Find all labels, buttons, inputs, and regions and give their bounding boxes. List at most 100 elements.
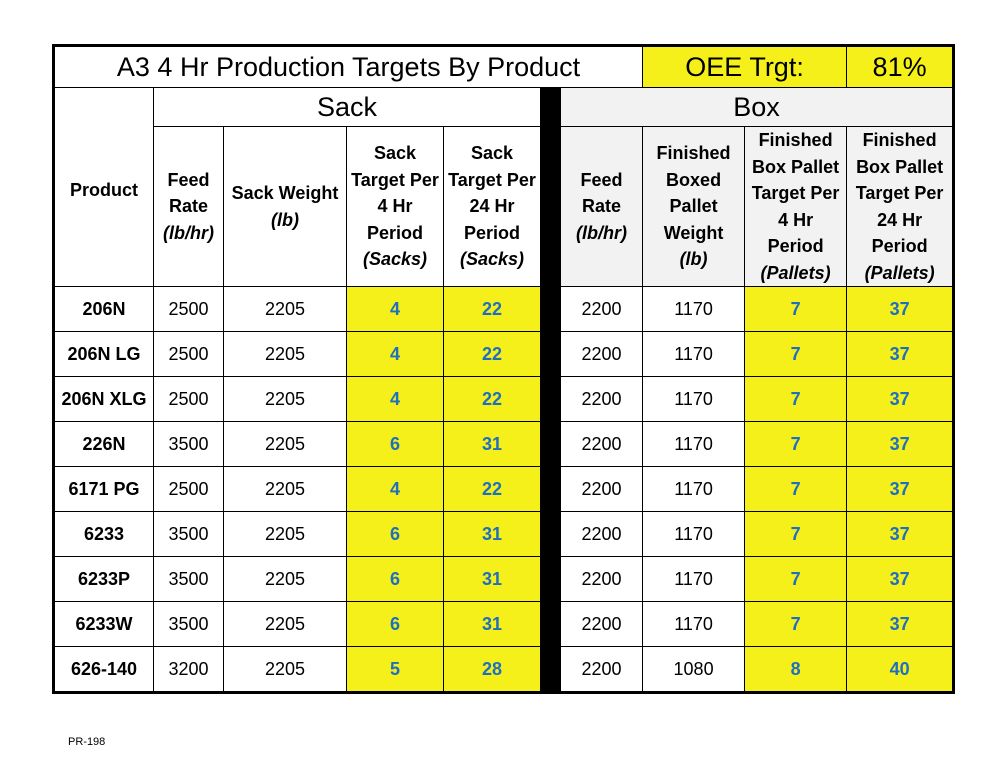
- product-cell: 6233W: [52, 601, 154, 647]
- page-title: A3 4 Hr Production Targets By Product: [51, 44, 644, 88]
- box-feed-rate-cell: 2200: [559, 556, 644, 602]
- header-line: (Pallets): [760, 262, 831, 283]
- box-target-24hr-cell: 37: [846, 376, 956, 422]
- box-section-header: Box: [559, 87, 956, 127]
- oee-label: OEE Trgt:: [642, 44, 848, 88]
- sack-feed-rate-header: Feed Rate (lb/hr): [153, 126, 224, 287]
- sack-section-header: Sack: [153, 87, 541, 127]
- column-header-row: Feed Rate (lb/hr) Sack Weight (lb) Sack Targ…: [54, 126, 956, 287]
- sack-weight-cell: 2205: [223, 511, 347, 557]
- product-cell: 206N: [52, 286, 154, 332]
- header-line: (Sacks): [459, 249, 525, 270]
- box-pallet-weight-cell: 1170: [642, 556, 746, 602]
- box-pallet-weight-header: Finished Boxed Pallet Weight (lb): [642, 126, 746, 287]
- box-target-24hr-cell: 37: [846, 286, 956, 332]
- product-cell: 226N: [52, 421, 154, 467]
- header-line: (lb): [271, 209, 299, 230]
- table-row: 626-140 3200 2205 5 28 2200 1080 8 40: [52, 646, 956, 694]
- box-pallet-weight-cell: 1080: [642, 646, 746, 694]
- header-line: Period: [463, 222, 520, 243]
- box-target-4hr-cell: 7: [744, 331, 848, 377]
- sack-target-4hr-cell: 4: [346, 286, 444, 332]
- sack-target-24hr-cell: 22: [443, 376, 541, 422]
- header-line: Boxed: [666, 169, 722, 190]
- header-line: Target Per: [751, 183, 840, 203]
- product-cell: 206N XLG: [52, 376, 154, 422]
- table-row: 206N 2500 2205 4 22 2200 1170 7 37: [52, 286, 956, 332]
- sack-weight-cell: 2205: [223, 601, 347, 647]
- sack-target-24hr-cell: 22: [443, 466, 541, 512]
- product-cell: 6171 PG: [52, 466, 154, 512]
- box-target-4hr-cell: 7: [744, 376, 848, 422]
- sack-feed-rate-cell: 2500: [153, 466, 224, 512]
- sack-target-4hr-cell: 4: [346, 376, 444, 422]
- table-row: 6233 3500 2205 6 31 2200 1170 7 37: [52, 511, 956, 557]
- box-feed-rate-cell: 2200: [559, 331, 644, 377]
- footer-code: PR-198: [68, 736, 106, 748]
- product-header-label: Product: [69, 179, 138, 200]
- header-line: (lb/hr): [576, 222, 628, 243]
- sack-weight-header: Sack Weight (lb): [223, 126, 347, 287]
- box-feed-rate-header: Feed Rate (lb/hr): [559, 126, 644, 287]
- table-row: 6233W 3500 2205 6 31 2200 1170 7 37: [52, 601, 956, 647]
- box-target-24hr-cell: 37: [846, 421, 956, 467]
- sack-target-4hr-cell: 5: [346, 646, 444, 694]
- sack-target-24hr-cell: 31: [443, 556, 541, 602]
- box-pallet-weight-cell: 1170: [642, 466, 746, 512]
- box-target-4hr-cell: 7: [744, 421, 848, 467]
- oee-value: 81%: [846, 44, 956, 88]
- box-target-4hr-cell: 7: [744, 556, 848, 602]
- section-divider: [540, 87, 561, 694]
- product-header: Product: [52, 87, 154, 287]
- production-targets-table: A3 4 Hr Production Targets By Product OE…: [51, 44, 956, 694]
- sack-weight-cell: 2205: [223, 286, 347, 332]
- box-target-4hr-cell: 7: [744, 511, 848, 557]
- header-line: Sack Weight: [231, 183, 339, 203]
- box-feed-rate-cell: 2200: [559, 511, 644, 557]
- box-target-24hr-cell: 37: [846, 511, 956, 557]
- sack-target-4hr-cell: 6: [346, 511, 444, 557]
- header-line: Period: [871, 236, 928, 256]
- header-line: Target Per: [855, 183, 944, 203]
- sack-feed-rate-cell: 3500: [153, 556, 224, 602]
- production-targets-sheet: A3 4 Hr Production Targets By Product OE…: [51, 44, 956, 697]
- header-line: Rate: [168, 196, 208, 217]
- header-line: Finished: [862, 130, 937, 150]
- box-pallet-weight-cell: 1170: [642, 511, 746, 557]
- box-target-4hr-cell: 7: [744, 286, 848, 332]
- header-line: 4 Hr: [377, 196, 413, 217]
- header-line: Period: [366, 222, 423, 243]
- box-target-24hr-cell: 40: [846, 646, 956, 694]
- sack-feed-rate-cell: 2500: [153, 331, 224, 377]
- box-feed-rate-cell: 2200: [559, 286, 644, 332]
- header-line: 4 Hr: [778, 209, 814, 230]
- sack-target-24hr-cell: 31: [443, 421, 541, 467]
- header-line: Finished: [758, 130, 833, 150]
- sack-feed-rate-cell: 2500: [153, 376, 224, 422]
- title-row: A3 4 Hr Production Targets By Product OE…: [51, 44, 956, 88]
- header-line: Period: [767, 236, 824, 256]
- box-pallet-weight-cell: 1170: [642, 601, 746, 647]
- box-target-24hr-cell: 37: [846, 331, 956, 377]
- sack-target-4hr-cell: 6: [346, 601, 444, 647]
- table-row: 226N 3500 2205 6 31 2200 1170 7 37: [52, 421, 956, 467]
- box-target-4hr-header: Finished Box Pallet Target Per 4 Hr Period (P…: [744, 126, 848, 287]
- table-row: 206N LG 2500 2205 4 22 2200 1170 7 37: [52, 331, 956, 377]
- sack-target-24hr-cell: 28: [443, 646, 541, 694]
- box-target-4hr-cell: 8: [744, 646, 848, 694]
- box-pallet-weight-cell: 1170: [642, 331, 746, 377]
- sack-target-24hr-cell: 22: [443, 331, 541, 377]
- sack-feed-rate-cell: 3500: [153, 511, 224, 557]
- header-line: Weight: [663, 222, 724, 243]
- product-cell: 206N LG: [52, 331, 154, 377]
- header-line: Target Per: [351, 169, 439, 190]
- sack-weight-cell: 2205: [223, 376, 347, 422]
- sack-target-4hr-header: Sack Target Per 4 Hr Period (Sacks): [346, 126, 444, 287]
- header-line: Box Pallet: [856, 156, 944, 177]
- sack-weight-cell: 2205: [223, 331, 347, 377]
- sack-target-4hr-cell: 4: [346, 331, 444, 377]
- sack-feed-rate-cell: 3500: [153, 601, 224, 647]
- header-line: Target Per: [448, 169, 536, 190]
- table-row: 206N XLG 2500 2205 4 22 2200 1170 7 37: [52, 376, 956, 422]
- sack-target-4hr-cell: 6: [346, 556, 444, 602]
